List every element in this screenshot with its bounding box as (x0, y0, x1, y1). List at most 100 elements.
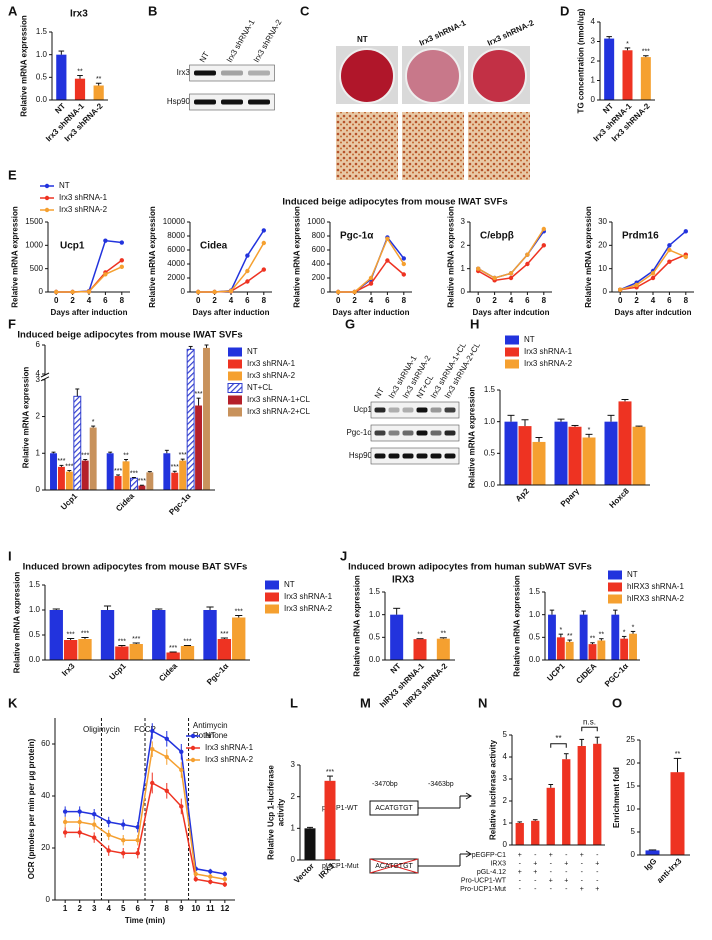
bar (163, 453, 171, 490)
blot-band (402, 430, 414, 436)
legend-swatch (228, 371, 242, 381)
legend-swatch (228, 407, 242, 417)
condition-sign: - (581, 869, 584, 876)
y-tick-label: 0 (39, 287, 44, 296)
condition-sign: - (550, 869, 553, 876)
chart-title: IRX3 (392, 575, 415, 586)
condition-sign: - (550, 886, 553, 893)
point (77, 809, 82, 814)
x-tick-label: 4 (369, 296, 374, 305)
x-tick-label: 6 (667, 296, 672, 305)
point (196, 289, 201, 295)
x-tick-label: 8 (165, 904, 170, 913)
blot-band (402, 453, 414, 459)
sig-label: *** (81, 630, 89, 637)
legend-label: Irx3 shRNA-1 (205, 743, 254, 752)
position-label: -3463bp (428, 781, 454, 788)
legend-swatch (228, 359, 242, 369)
x-tick-label: Hoxc8 (608, 486, 632, 510)
bar (65, 471, 73, 490)
legend-label: Irx3 shRNA-2 (59, 205, 108, 214)
y-tick-label: 1 (461, 264, 466, 273)
legend-swatch (505, 359, 519, 369)
sig-label: n.s. (583, 717, 596, 726)
bar (324, 780, 336, 860)
point (150, 780, 155, 786)
y-tick-label: 6 (36, 340, 41, 349)
y-tick-label: 0.5 (484, 448, 496, 457)
condition-sign: - (596, 877, 599, 884)
lane-label: NT (373, 386, 386, 400)
condition-sign: - (519, 886, 522, 893)
sig-label: *** (169, 645, 177, 652)
y-tick-label: 0 (591, 95, 596, 104)
panel-letter: F (8, 316, 16, 331)
x-axis-label: Days after indcution (615, 308, 692, 317)
panel-letter: H (470, 316, 479, 331)
point (164, 754, 169, 760)
blot-band (374, 407, 386, 413)
sig-label: *** (65, 463, 73, 470)
y-axis-label: Relative mRNA expression (512, 575, 521, 677)
y-tick-label: 3 (291, 760, 296, 769)
blot-band (374, 453, 386, 459)
axis-break (40, 376, 50, 382)
y-tick-label: 1500 (25, 217, 43, 226)
y-axis-label: activity (277, 798, 286, 826)
blot-strip (189, 64, 275, 82)
y-tick-label: 1.0 (529, 610, 541, 619)
point (508, 271, 514, 276)
y-tick-label: 0 (321, 287, 326, 296)
condition-label: Pro-UCP1-Mut (460, 886, 506, 893)
point (70, 289, 75, 295)
x-tick-label: Ucp1 (108, 661, 129, 682)
bar (556, 637, 565, 660)
point (385, 236, 390, 241)
x-tick-label: Cidea (114, 491, 136, 513)
bar (562, 759, 571, 845)
point (77, 819, 82, 825)
y-axis-label: Relative Ucp 1-luciferase (267, 765, 276, 860)
condition-label: pGL-4.12 (477, 869, 506, 876)
sig-label: *** (114, 468, 122, 475)
row-label: Ucp1 (353, 405, 372, 414)
y-axis-label: Relative mRNA expression (584, 206, 593, 308)
y-axis-label: OCR (pmoles per min per μg protein) (27, 738, 36, 879)
x-tick-label: 4 (509, 296, 514, 305)
condition-sign: - (565, 886, 568, 893)
point (54, 289, 59, 295)
y-tick-label: 20 (598, 240, 607, 249)
bar (582, 437, 596, 485)
point (91, 835, 97, 840)
series-line (56, 259, 123, 293)
y-tick-label: 6000 (167, 245, 185, 254)
condition-sign: + (595, 860, 599, 867)
condition-sign: - (534, 852, 537, 859)
legend-label: hIRX3 shRNA-2 (627, 594, 684, 603)
y-axis-label: Relative luciferase activity (489, 739, 498, 840)
sig-label: ** (123, 452, 129, 459)
construct-label: pUCP1-WT (322, 805, 359, 812)
row-label: Irx3 (177, 68, 191, 77)
y-tick-label: 0.0 (529, 655, 541, 664)
blot-band (444, 407, 456, 413)
y-tick-label: 3 (503, 774, 508, 783)
sig-label: ** (675, 751, 681, 758)
legend-label: Irx3 shRNA-1 (284, 592, 333, 601)
x-tick-label: 10 (191, 904, 200, 913)
x-tick-label: 8 (542, 296, 547, 305)
x-tick-label: 2 (492, 296, 497, 305)
bar (593, 743, 602, 845)
photo-label: NT (357, 35, 368, 44)
y-tick-label: 25 (626, 735, 635, 744)
chart-title: C/ebpβ (480, 231, 514, 242)
sig-label: *** (194, 391, 202, 398)
blot-band (430, 407, 442, 413)
x-tick-label: 0 (476, 296, 481, 305)
chart-title: Irx3 (70, 9, 88, 20)
blot-band (402, 407, 414, 413)
x-tick-label: Irx3 (60, 661, 77, 678)
chart-title: Prdm16 (622, 231, 659, 242)
series-line (65, 729, 225, 875)
bar (604, 421, 618, 485)
